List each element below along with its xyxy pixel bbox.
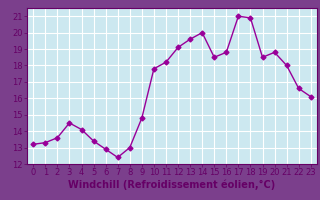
X-axis label: Windchill (Refroidissement éolien,°C): Windchill (Refroidissement éolien,°C) bbox=[68, 180, 276, 190]
